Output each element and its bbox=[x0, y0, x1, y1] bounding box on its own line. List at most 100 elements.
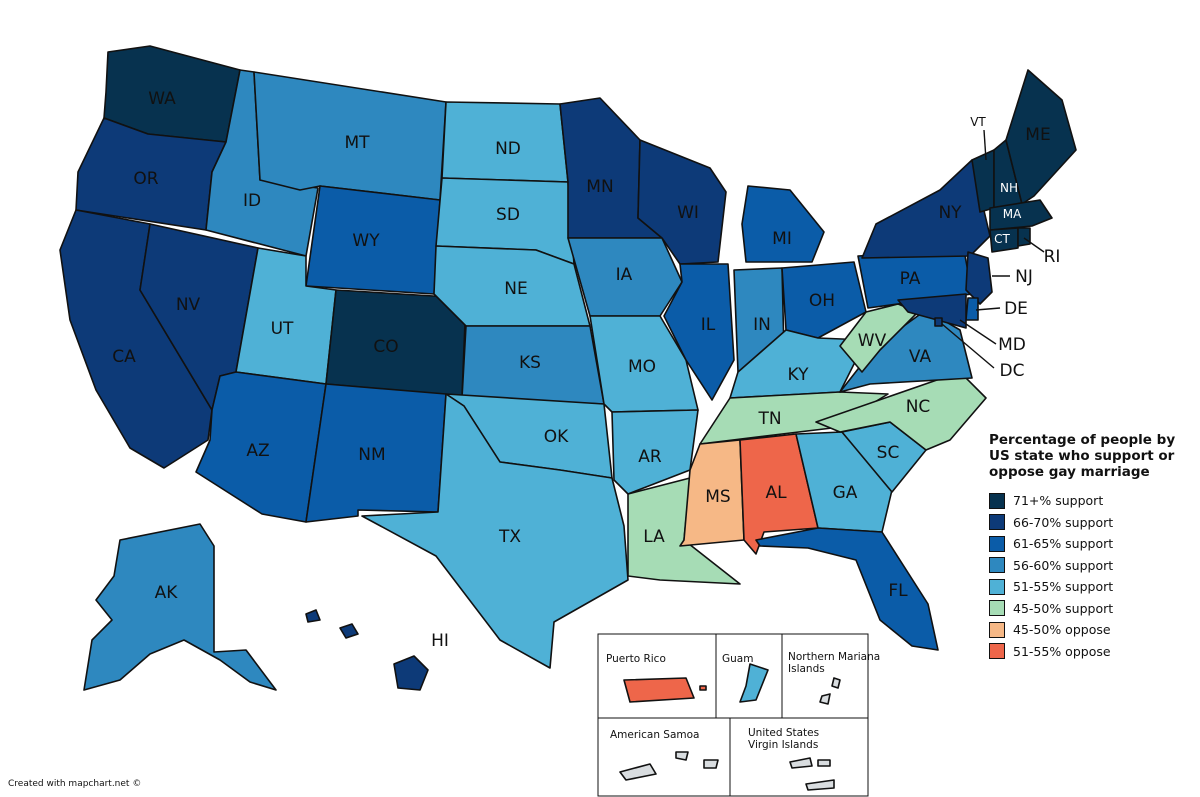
shape-usvi-2[interactable] bbox=[817, 759, 831, 767]
inset-northern-mariana bbox=[781, 633, 869, 719]
title-northern-mariana-2: Islands bbox=[788, 663, 825, 675]
legend-label: 56-60% support bbox=[1013, 557, 1114, 573]
label-ma: MA bbox=[1003, 207, 1022, 221]
label-sc: SC bbox=[877, 443, 900, 463]
label-oh: OH bbox=[809, 291, 835, 311]
label-id: ID bbox=[243, 191, 261, 211]
legend-swatch bbox=[989, 514, 1005, 531]
shape-usvi-3[interactable] bbox=[805, 779, 835, 791]
state-nj[interactable] bbox=[965, 251, 993, 305]
label-nj: NJ bbox=[1015, 267, 1033, 287]
state-fl[interactable] bbox=[755, 527, 939, 651]
label-nd: ND bbox=[495, 139, 521, 159]
label-ia: IA bbox=[616, 265, 633, 285]
title-american-samoa: American Samoa bbox=[610, 729, 700, 741]
label-fl: FL bbox=[888, 581, 908, 601]
legend-title: Percentage of people by US state who sup… bbox=[989, 432, 1176, 480]
label-wy: WY bbox=[352, 231, 380, 251]
label-md: MD bbox=[998, 335, 1026, 355]
label-az: AZ bbox=[246, 441, 269, 461]
state-hi-maui[interactable] bbox=[339, 623, 359, 639]
state-ar[interactable] bbox=[611, 409, 699, 495]
legend-swatch bbox=[989, 621, 1005, 638]
title-northern-mariana-1: Northern Mariana bbox=[788, 651, 880, 663]
legend-label: 51-55% oppose bbox=[1013, 643, 1111, 659]
shape-puerto-rico-islet[interactable] bbox=[699, 685, 707, 691]
state-ak[interactable] bbox=[83, 523, 277, 691]
state-mi[interactable] bbox=[741, 185, 825, 263]
legend-item: 71+% support bbox=[989, 490, 1194, 512]
label-tx: TX bbox=[498, 527, 521, 547]
label-ny: NY bbox=[938, 203, 962, 223]
state-oh[interactable] bbox=[781, 261, 867, 339]
label-ri: RI bbox=[1044, 247, 1061, 267]
inset-puerto-rico bbox=[597, 633, 717, 719]
label-il: IL bbox=[701, 315, 716, 335]
shape-american-samoa-1[interactable] bbox=[619, 763, 657, 781]
state-il[interactable] bbox=[663, 263, 735, 401]
label-wi: WI bbox=[677, 203, 699, 223]
label-ct: CT bbox=[994, 232, 1010, 246]
label-ut: UT bbox=[271, 319, 294, 339]
state-hi-kauai[interactable] bbox=[305, 609, 321, 623]
label-de: DE bbox=[1004, 299, 1028, 319]
inset-usvi bbox=[729, 717, 869, 797]
title-usvi-1: United States bbox=[748, 727, 819, 739]
state-ma[interactable] bbox=[989, 199, 1053, 231]
title-usvi-2: Virgin Islands bbox=[748, 739, 818, 751]
label-ks: KS bbox=[519, 353, 541, 373]
label-ak: AK bbox=[155, 583, 179, 603]
legend-item: 45-50% support bbox=[989, 598, 1194, 620]
legend-swatch bbox=[989, 643, 1005, 660]
state-ia[interactable] bbox=[567, 237, 683, 317]
state-ri[interactable] bbox=[1017, 227, 1031, 247]
label-in: IN bbox=[753, 315, 771, 335]
label-mn: MN bbox=[586, 177, 613, 197]
state-ny[interactable] bbox=[861, 159, 991, 259]
legend-label: 71+% support bbox=[1013, 493, 1104, 509]
title-puerto-rico: Puerto Rico bbox=[606, 653, 666, 665]
label-al: AL bbox=[765, 483, 787, 503]
leader-md bbox=[959, 319, 997, 345]
shape-american-samoa-2[interactable] bbox=[675, 751, 689, 761]
label-vt: VT bbox=[970, 115, 986, 129]
state-hi[interactable] bbox=[393, 655, 429, 691]
state-wi[interactable] bbox=[637, 139, 727, 265]
label-hi: HI bbox=[431, 631, 449, 651]
leader-de bbox=[975, 307, 1001, 311]
leader-ri bbox=[1023, 237, 1045, 253]
legend-item: 61-65% support bbox=[989, 533, 1194, 555]
legend-item: 51-55% support bbox=[989, 576, 1194, 598]
legend-label: 66-70% support bbox=[1013, 514, 1114, 530]
label-me: ME bbox=[1025, 125, 1050, 145]
state-tx[interactable] bbox=[361, 393, 629, 669]
legend-swatch bbox=[989, 492, 1005, 509]
state-md[interactable] bbox=[897, 293, 967, 329]
state-de[interactable] bbox=[965, 297, 979, 321]
shape-puerto-rico[interactable] bbox=[623, 677, 695, 703]
shape-american-samoa-3[interactable] bbox=[703, 759, 719, 769]
label-mo: MO bbox=[628, 357, 656, 377]
shape-usvi-1[interactable] bbox=[789, 757, 813, 769]
inset-american-samoa bbox=[597, 717, 731, 797]
label-nh: NH bbox=[1000, 181, 1018, 195]
legend-label: 45-50% oppose bbox=[1013, 622, 1111, 638]
label-ar: AR bbox=[638, 447, 662, 467]
state-ct[interactable] bbox=[989, 227, 1019, 253]
label-pa: PA bbox=[900, 269, 921, 289]
label-nm: NM bbox=[358, 445, 385, 465]
state-ga[interactable] bbox=[795, 431, 893, 533]
legend-items: 71+% support 66-70% support 61-65% support… bbox=[989, 490, 1194, 662]
shape-northern-mariana-1[interactable] bbox=[831, 677, 841, 689]
legend-label: 61-65% support bbox=[1013, 536, 1114, 552]
shape-guam[interactable] bbox=[739, 663, 769, 703]
label-nv: NV bbox=[176, 295, 201, 315]
label-ok: OK bbox=[544, 427, 569, 447]
label-la: LA bbox=[643, 527, 665, 547]
state-dc[interactable] bbox=[934, 317, 943, 327]
legend-item: 56-60% support bbox=[989, 555, 1194, 577]
shape-northern-mariana-2[interactable] bbox=[819, 693, 831, 705]
label-nc: NC bbox=[906, 397, 931, 417]
